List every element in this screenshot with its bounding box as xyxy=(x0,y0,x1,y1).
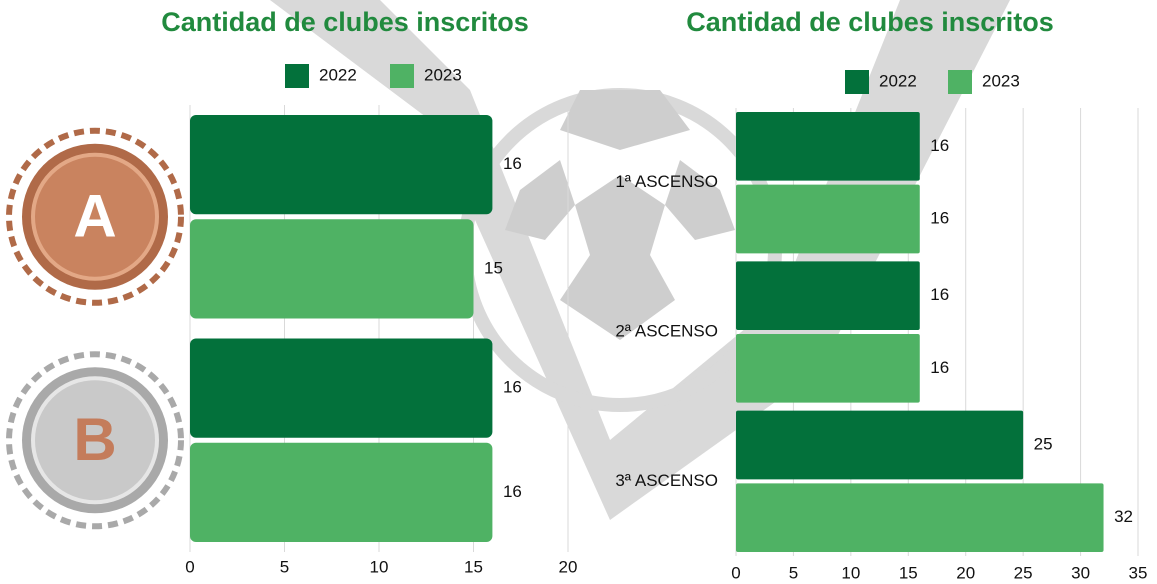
x-tick-label: 0 xyxy=(185,557,194,576)
value-label: 16 xyxy=(930,358,949,377)
x-tick-label: 10 xyxy=(370,557,389,576)
value-label: 16 xyxy=(930,136,949,155)
bar xyxy=(736,185,920,254)
medal-letter: B xyxy=(73,406,116,473)
value-label: 16 xyxy=(930,208,949,227)
bar xyxy=(190,115,492,214)
legend-label: 2023 xyxy=(424,65,462,84)
x-tick-label: 30 xyxy=(1071,563,1090,582)
medal: B xyxy=(9,354,181,526)
legend-label: 2023 xyxy=(982,71,1020,90)
bar xyxy=(190,339,492,438)
value-label: 16 xyxy=(503,378,522,397)
y-category-label: 3ª ASCENSO xyxy=(615,471,718,490)
medal: A xyxy=(9,131,181,303)
x-tick-label: 35 xyxy=(1129,563,1148,582)
chart-title: Cantidad de clubes inscritos xyxy=(686,7,1054,37)
bar xyxy=(190,219,474,318)
bar xyxy=(736,483,1104,552)
y-category-label: 1ª ASCENSO xyxy=(615,172,718,191)
bar xyxy=(736,112,920,181)
value-label: 16 xyxy=(503,482,522,501)
value-label: 25 xyxy=(1034,434,1053,453)
legend-swatch xyxy=(285,64,309,88)
legend-swatch xyxy=(948,70,972,94)
y-category-label: 2ª ASCENSO xyxy=(615,321,718,340)
chart-page: Cantidad de clubes inscritos 2022 2023 0 5 10… xyxy=(0,0,1157,584)
x-tick-label: 15 xyxy=(464,557,483,576)
legend-label: 2022 xyxy=(319,65,357,84)
x-tick-label: 5 xyxy=(789,563,798,582)
x-tick-label: 20 xyxy=(956,563,975,582)
x-tick-label: 0 xyxy=(731,563,740,582)
x-tick-label: 25 xyxy=(1014,563,1033,582)
x-tick-label: 15 xyxy=(899,563,918,582)
bar xyxy=(736,334,920,403)
value-label: 16 xyxy=(930,285,949,304)
x-tick-label: 10 xyxy=(841,563,860,582)
legend-swatch xyxy=(845,70,869,94)
legend-swatch xyxy=(390,64,414,88)
legend-label: 2022 xyxy=(879,71,917,90)
x-tick-label: 5 xyxy=(280,557,289,576)
medal-letter: A xyxy=(73,183,116,250)
bar xyxy=(190,443,492,542)
x-tick-label: 20 xyxy=(559,557,578,576)
bar xyxy=(736,261,920,330)
chart-title: Cantidad de clubes inscritos xyxy=(161,7,529,37)
value-label: 32 xyxy=(1114,507,1133,526)
value-label: 15 xyxy=(484,258,503,277)
value-label: 16 xyxy=(503,154,522,173)
bar xyxy=(736,411,1023,480)
